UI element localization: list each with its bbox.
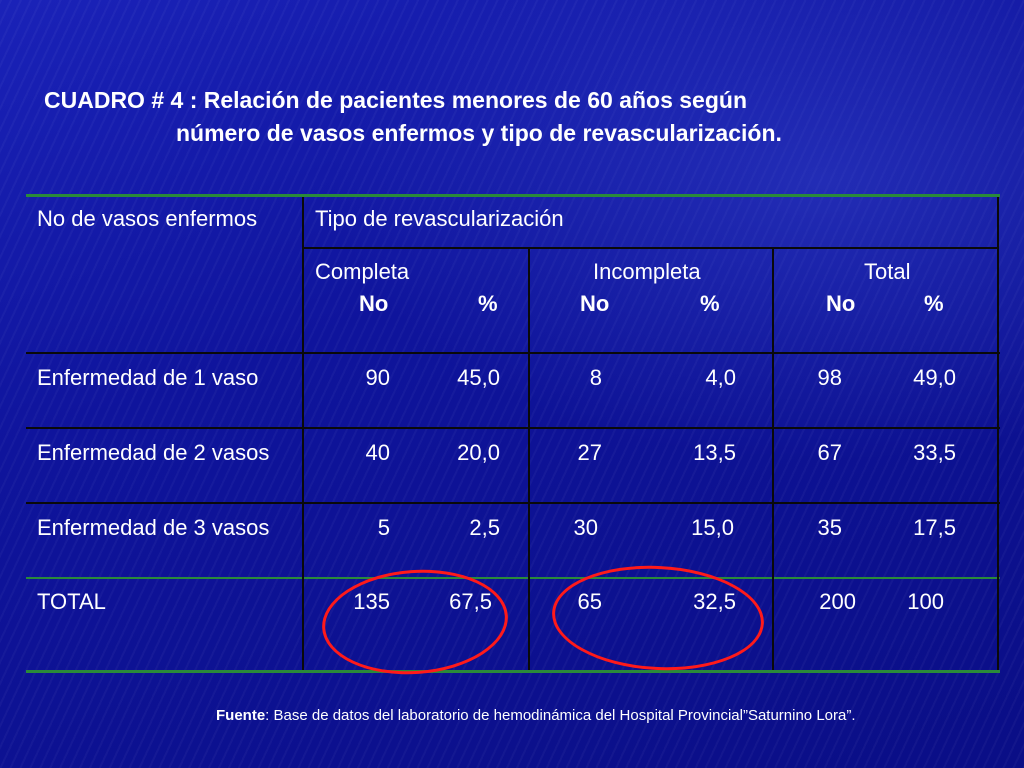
cell-r3-completa-pct: 2,5 xyxy=(469,515,500,540)
title-line-2: número de vasos enfermos y tipo de revas… xyxy=(176,120,782,146)
row-label-total: TOTAL xyxy=(37,589,106,614)
table-right-edge xyxy=(997,197,999,670)
row-header-label: No de vasos enfermos xyxy=(37,206,258,231)
col-incompleta-no: No xyxy=(580,291,610,316)
cell-r2-completa-no: 40 xyxy=(365,440,390,465)
col-header-completa: Completa xyxy=(315,259,410,284)
col-header-total: Total xyxy=(864,259,911,284)
rule-row-1 xyxy=(26,427,1000,429)
slide-title: CUADRO # 4 : Relación de pacientes menor… xyxy=(44,84,1004,150)
cell-r2-incompleta-pct: 13,5 xyxy=(693,440,736,465)
cell-r1-incompleta-no: 8 xyxy=(589,365,602,390)
col-total-no: No xyxy=(826,291,856,316)
cell-r3-incompleta-no: 30 xyxy=(573,515,598,540)
title-line-1: CUADRO # 4 : Relación de pacientes menor… xyxy=(44,87,747,113)
source-note: Fuente: Base de datos del laboratorio de… xyxy=(216,707,856,724)
cell-r2-completa-pct: 20,0 xyxy=(457,440,500,465)
cell-r1-completa-no: 90 xyxy=(365,365,390,390)
col-divider-3 xyxy=(772,249,774,670)
col-completa-no: No xyxy=(359,291,389,316)
cell-total-total-no: 200 xyxy=(819,589,856,614)
cell-r3-completa-no: 5 xyxy=(377,515,390,540)
cell-r3-total-no: 35 xyxy=(817,515,842,540)
cell-r1-completa-pct: 45,0 xyxy=(457,365,500,390)
row-label-1: Enfermedad de 1 vaso xyxy=(37,365,259,390)
rule-header-bottom xyxy=(26,352,1000,354)
group-header: Tipo de revascularización xyxy=(315,206,564,231)
cell-total-completa-pct: 67,5 xyxy=(449,589,492,614)
cell-r3-incompleta-pct: 15,0 xyxy=(691,515,734,540)
cell-r1-incompleta-pct: 4,0 xyxy=(705,365,736,390)
col-incompleta-pct: % xyxy=(700,291,720,316)
col-divider-1 xyxy=(302,197,304,670)
row-label-3: Enfermedad de 3 vasos xyxy=(37,515,270,540)
cell-r2-total-pct: 33,5 xyxy=(913,440,956,465)
cell-r2-incompleta-no: 27 xyxy=(577,440,602,465)
col-total-pct: % xyxy=(924,291,944,316)
rule-row-2 xyxy=(26,502,1000,504)
table-bottom-rule xyxy=(26,670,1000,673)
cell-r1-total-no: 98 xyxy=(817,365,842,390)
cell-r2-total-no: 67 xyxy=(817,440,842,465)
col-header-incompleta: Incompleta xyxy=(593,259,701,284)
table-total-rule xyxy=(26,577,1000,579)
col-completa-pct: % xyxy=(478,291,498,316)
cell-total-incompleta-pct: 32,5 xyxy=(693,589,736,614)
source-text: : Base de datos del laboratorio de hemod… xyxy=(265,707,856,724)
row-label-2: Enfermedad de 2 vasos xyxy=(37,440,270,465)
col-divider-2 xyxy=(528,249,530,670)
table-top-rule xyxy=(26,194,1000,197)
cell-total-completa-no: 135 xyxy=(353,589,390,614)
source-label: Fuente xyxy=(216,707,266,724)
cell-r3-total-pct: 17,5 xyxy=(913,515,956,540)
cell-total-incompleta-no: 65 xyxy=(577,589,602,614)
cell-total-total-pct: 100 xyxy=(907,589,944,614)
cell-r1-total-pct: 49,0 xyxy=(913,365,956,390)
rule-subheader xyxy=(303,247,999,249)
